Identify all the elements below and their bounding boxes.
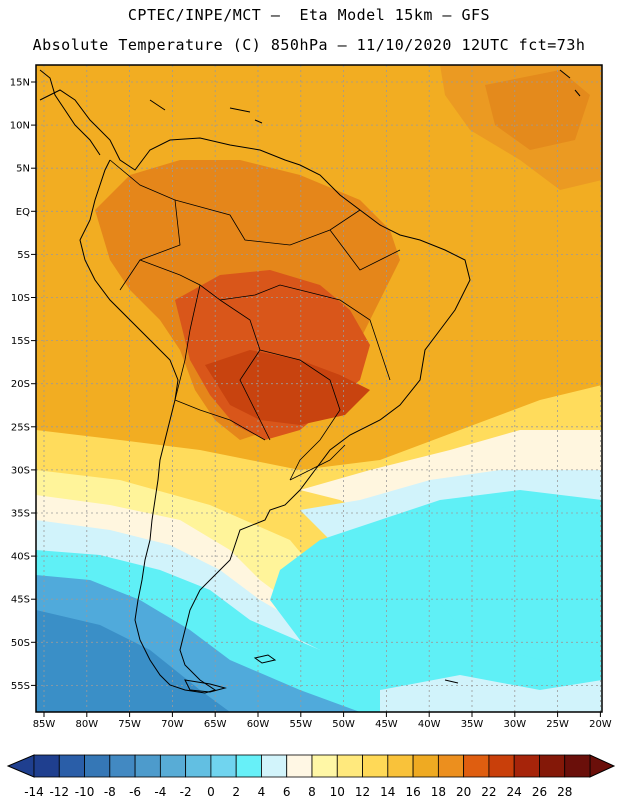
colorbar-box <box>58 754 85 778</box>
lon-label: 80W <box>75 719 98 730</box>
colorbar-box <box>261 754 288 778</box>
lon-label: 50W <box>332 719 355 730</box>
colorbar-box <box>513 754 540 778</box>
colorbar-box <box>286 754 313 778</box>
colorbar-box <box>210 754 237 778</box>
lon-label: 25W <box>546 719 569 730</box>
lon-label: 85W <box>33 719 56 730</box>
colorbar-label: -10 <box>75 785 95 799</box>
lat-label: 25S <box>11 422 30 433</box>
lat-label: 30S <box>11 465 30 476</box>
colorbar-box <box>134 754 161 778</box>
lat-label: 40S <box>11 552 30 563</box>
colorbar-box <box>109 754 136 778</box>
colorbar-box <box>84 754 111 778</box>
colorbar-label: -12 <box>49 785 69 799</box>
colorbar-label: -8 <box>104 785 116 799</box>
lat-label: 20S <box>11 379 30 390</box>
colorbar-label: 14 <box>380 785 395 799</box>
lat-label: 5N <box>16 164 30 175</box>
lon-label: 45W <box>375 719 398 730</box>
field-south-light <box>380 675 602 712</box>
colorbar-box <box>159 754 187 778</box>
title-line-2: Absolute Temperature (C) 850hPa – 11/10/… <box>32 36 586 54</box>
lon-label: 75W <box>118 719 141 730</box>
colorbar-box <box>437 754 465 778</box>
south-georgia <box>444 679 459 684</box>
colorbar-label: 4 <box>258 785 266 799</box>
colorbar-box <box>185 754 212 778</box>
colorbar <box>6 754 616 778</box>
colorbar-box <box>311 754 338 778</box>
colorbar-box <box>564 754 591 778</box>
title-line-1: CPTEC/INPE/MCT – Eta Model 15km – GFS <box>127 6 491 24</box>
lat-label: 5S <box>17 250 30 261</box>
colorbar-right-arrow <box>589 754 616 778</box>
lat-label: 15N <box>10 78 30 89</box>
colorbar-box <box>33 754 60 778</box>
colorbar-label: 22 <box>481 785 496 799</box>
caribbean-islands <box>149 69 581 124</box>
longitude-labels: 85W 80W 75W 70W 65W 60W 55W 50W 45W 40W 35W 30W 25W 2… <box>33 712 612 730</box>
central-america-coast <box>39 69 101 156</box>
colorbar-label: 18 <box>431 785 446 799</box>
colorbar-label: -6 <box>129 785 141 799</box>
lat-label: 10S <box>11 293 30 304</box>
colorbar-box <box>463 754 490 778</box>
colorbar-label: 12 <box>355 785 370 799</box>
lat-label: 15S <box>11 336 30 347</box>
colorbar-label: -4 <box>154 785 166 799</box>
colorbar-box <box>336 754 363 778</box>
graticule <box>36 65 602 712</box>
field-deep-blue-band <box>36 610 230 712</box>
lat-label: 10N <box>10 121 30 132</box>
colorbar-label: -14 <box>24 785 44 799</box>
colorbar-labels: -14 -12 -10 -8 -6 -4 -2 0 2 4 6 8 10 12 14 16 18 20 22 24 26… <box>24 785 572 799</box>
lon-label: 30W <box>503 719 526 730</box>
lat-label: 35S <box>11 509 30 520</box>
colorbar-box <box>387 754 414 778</box>
lat-label: 50S <box>11 638 30 649</box>
colorbar-label: 8 <box>308 785 316 799</box>
colorbar-label: 20 <box>456 785 471 799</box>
lon-label: 20W <box>589 719 612 730</box>
lon-label: 35W <box>461 719 484 730</box>
colorbar-label: 6 <box>283 785 291 799</box>
lat-label: 45S <box>11 595 30 606</box>
colorbar-box <box>362 754 389 778</box>
colorbar-label: 16 <box>405 785 420 799</box>
falkland-islands <box>253 654 277 664</box>
temperature-field <box>36 65 602 712</box>
latitude-labels: 15N 10N 5N EQ 5S 10S 15S 20S 25S 30S 35S 40S 45S 50S 5… <box>10 78 36 692</box>
colorbar-label: 2 <box>232 785 240 799</box>
lon-label: 60W <box>247 719 270 730</box>
map-frame <box>35 64 603 713</box>
field-ne-darker <box>485 70 590 150</box>
colorbar-label: -2 <box>180 785 192 799</box>
field-cyan-atlantic <box>430 505 602 660</box>
lat-label: EQ <box>16 207 30 218</box>
colorbar-label: 10 <box>330 785 345 799</box>
colorbar-box <box>412 754 439 778</box>
country-borders <box>109 159 401 481</box>
lon-label: 40W <box>418 719 441 730</box>
colorbar-label: 28 <box>557 785 572 799</box>
lon-label: 65W <box>204 719 227 730</box>
field-hottest-core <box>205 350 370 425</box>
colorbar-box <box>488 754 515 778</box>
tierra-del-fuego <box>184 679 227 693</box>
colorbar-label: 24 <box>507 785 522 799</box>
colorbar-left-arrow <box>6 754 35 778</box>
colorbar-box <box>539 754 566 778</box>
colorbar-label: 26 <box>532 785 547 799</box>
colorbar-label: 0 <box>207 785 215 799</box>
colorbar-box <box>235 754 262 778</box>
lon-label: 55W <box>289 719 312 730</box>
lat-label: 55S <box>11 681 30 692</box>
lon-label: 70W <box>161 719 184 730</box>
